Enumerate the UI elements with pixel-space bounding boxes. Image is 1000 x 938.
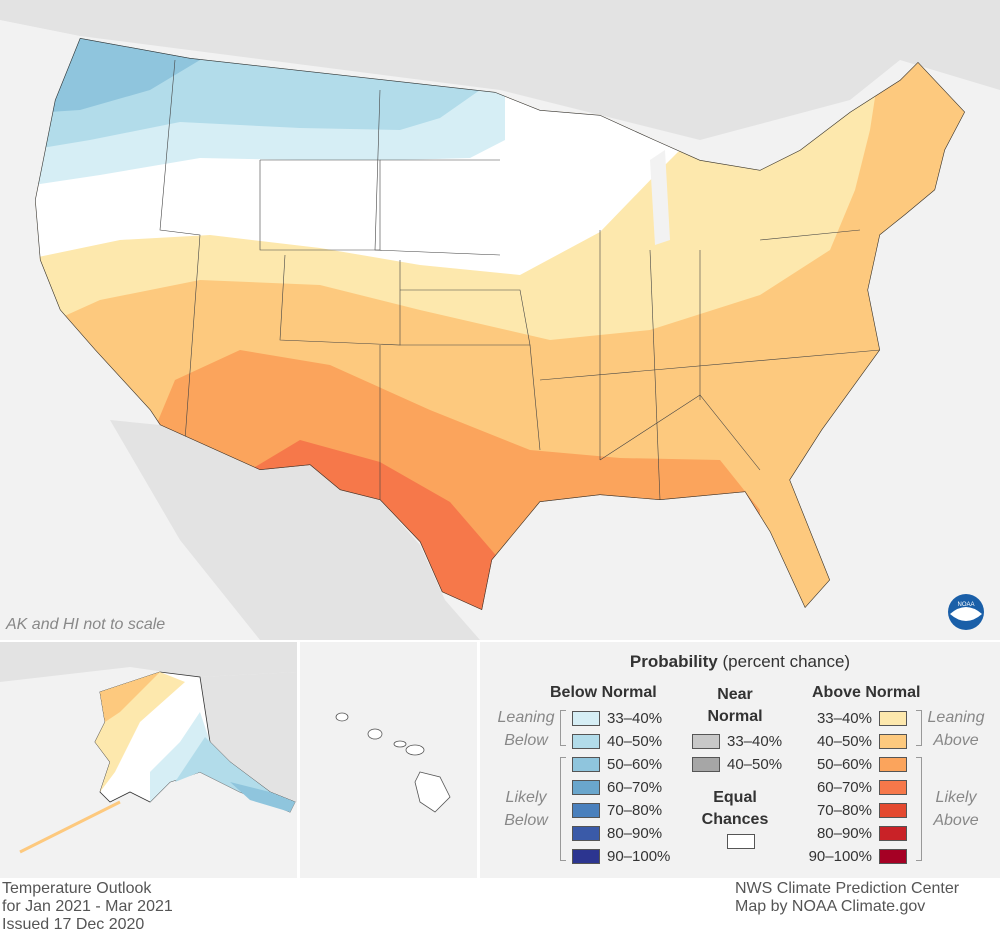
above-legend-item: 60–70%	[802, 777, 907, 797]
below-legend-item: 40–50%	[572, 731, 662, 751]
svg-text:NOAA: NOAA	[957, 602, 974, 608]
legend-item-label: 80–90%	[607, 824, 663, 842]
issued-date: Issued 17 Dec 2020	[2, 916, 145, 933]
alaska-map-svg	[0, 642, 297, 854]
below-legend-item: 70–80%	[572, 800, 662, 820]
legend-item-label: 50–60%	[816, 755, 872, 773]
legend-item-label: 33–40%	[607, 709, 663, 727]
outlook-period: for Jan 2021 - Mar 2021	[2, 898, 173, 915]
hawaii-map-svg	[335, 712, 451, 813]
color-swatch	[879, 825, 907, 841]
likely-below-bracket	[560, 757, 566, 861]
credit-climate-gov: Map by NOAA Climate.gov	[735, 898, 926, 915]
legend: Probability (percent chance) Below Norma…	[480, 642, 1000, 878]
color-swatch	[879, 779, 907, 795]
near-legend-item: 33–40%	[692, 731, 782, 751]
equal-chances-heading: Equal Chances	[701, 789, 769, 828]
above-legend-item: 70–80%	[802, 800, 907, 820]
color-swatch	[879, 710, 907, 726]
mexico-land	[110, 420, 480, 640]
likely-above-label: Likely Above	[933, 789, 979, 829]
likely-above-bracket	[916, 757, 922, 861]
legend-item-label: 33–40%	[727, 732, 783, 750]
canada-land	[0, 0, 1000, 140]
near-legend-item: 40–50%	[692, 754, 782, 774]
color-swatch	[572, 756, 600, 772]
color-swatch	[572, 779, 600, 795]
above-legend-item: 90–100%	[802, 846, 907, 866]
color-swatch	[879, 848, 907, 864]
lake-michigan	[650, 150, 670, 245]
color-swatch	[572, 733, 600, 749]
legend-item-label: 70–80%	[607, 801, 663, 819]
above-normal-heading: Above Normal	[812, 684, 921, 701]
legend-item-label: 90–100%	[607, 847, 671, 865]
legend-item-label: 70–80%	[816, 801, 872, 819]
legend-item-label: 50–60%	[607, 755, 663, 773]
legend-item-label: 90–100%	[808, 847, 872, 865]
legend-title-bold: Probability	[629, 652, 718, 671]
legend-title-rest: (percent chance)	[722, 652, 851, 671]
color-swatch	[879, 756, 907, 772]
legend-item-label: 80–90%	[816, 824, 872, 842]
outlook-title: Temperature Outlook	[2, 880, 152, 897]
alaska-inset	[0, 642, 297, 878]
hawaii-inset	[300, 642, 477, 878]
legend-item-label: 60–70%	[607, 778, 663, 796]
outlook-info: Temperature Outlook for Jan 2021 - Mar 2…	[2, 880, 173, 934]
color-swatch	[692, 733, 720, 749]
above-legend-item: 33–40%	[802, 708, 907, 728]
below-legend-item: 33–40%	[572, 708, 662, 728]
below-legend-item: 90–100%	[572, 846, 670, 866]
leaning-below-label: Leaning Below	[497, 709, 555, 749]
leaning-above-bracket	[916, 710, 922, 746]
below-legend-item: 50–60%	[572, 754, 662, 774]
legend-item-label: 60–70%	[816, 778, 872, 796]
scale-note: AK and HI not to scale	[6, 616, 166, 633]
color-swatch	[692, 756, 720, 772]
color-swatch	[572, 802, 600, 818]
color-swatch	[572, 848, 600, 864]
above-legend-item: 40–50%	[802, 731, 907, 751]
credit-cpc: NWS Climate Prediction Center	[735, 880, 960, 897]
noaa-logo: NOAA	[948, 594, 984, 630]
above-legend-item: 80–90%	[802, 823, 907, 843]
legend-item-label: 33–40%	[816, 709, 872, 727]
legend-item-label: 40–50%	[607, 732, 663, 750]
us-map-svg: NOAA	[0, 0, 1000, 640]
equal-chances-swatch	[727, 834, 755, 849]
credits: NWS Climate Prediction Center Map by NOA…	[735, 880, 959, 916]
contiguous-us-map: NOAA AK and HI not to scale	[0, 0, 1000, 640]
below-normal-heading: Below Normal	[550, 684, 657, 701]
legend-item-label: 40–50%	[816, 732, 872, 750]
leaning-below-bracket	[560, 710, 566, 746]
leaning-above-label: Leaning Above	[927, 709, 985, 749]
color-swatch	[879, 733, 907, 749]
below-legend-item: 60–70%	[572, 777, 662, 797]
near-normal-heading: Near Normal	[707, 686, 763, 725]
color-swatch	[572, 825, 600, 841]
legend-item-label: 40–50%	[727, 755, 783, 773]
below-legend-item: 80–90%	[572, 823, 662, 843]
likely-below-label: Likely Below	[504, 789, 548, 829]
above-legend-item: 50–60%	[802, 754, 907, 774]
color-swatch	[572, 710, 600, 726]
color-swatch	[879, 802, 907, 818]
legend-title: Probability (percent chance)	[480, 652, 1000, 672]
